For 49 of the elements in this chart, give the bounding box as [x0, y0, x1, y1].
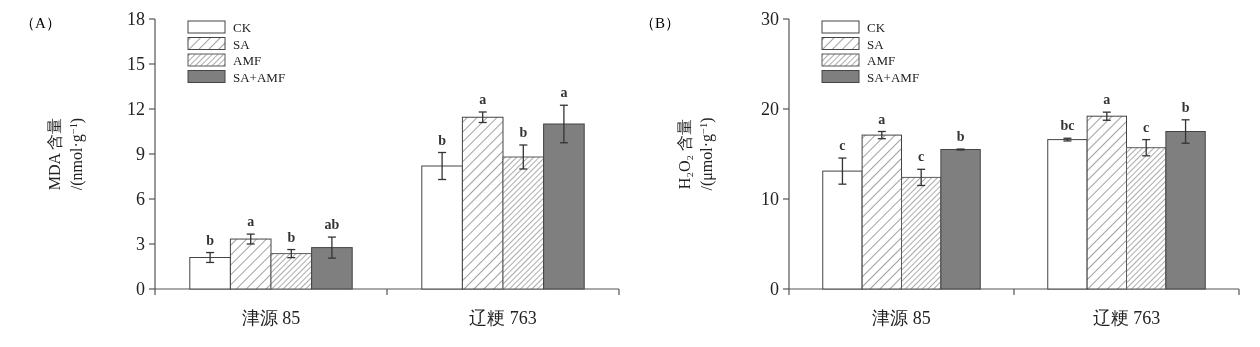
data-label: a: [247, 214, 255, 230]
legend-label: SA: [867, 36, 885, 52]
text: （B）: [640, 15, 681, 31]
data-label: b: [206, 232, 215, 248]
bar: [502, 156, 545, 290]
y-tick-label: 15: [127, 54, 145, 74]
y-tick-label: 18: [127, 9, 145, 29]
legend-label: SA+AMF: [233, 69, 286, 85]
y-tick-label: 12: [127, 99, 145, 119]
data-label: ab: [324, 217, 340, 233]
data-label: a: [479, 92, 487, 107]
bar: [270, 253, 313, 290]
bar: [311, 247, 353, 290]
data-label: b: [519, 125, 528, 140]
data-label: a: [1103, 92, 1111, 108]
data-label: b: [956, 129, 965, 145]
x-tick-label: 津源 85: [241, 308, 301, 328]
bar: [901, 176, 942, 290]
data-label: bc: [1060, 118, 1075, 134]
bar: [1126, 147, 1167, 290]
data-label: c: [839, 138, 846, 154]
bar: [543, 123, 585, 290]
x-tick-label: 辽粳 763: [1092, 308, 1161, 328]
bar: [1165, 131, 1206, 290]
legend-label: CK: [233, 20, 252, 35]
y-tick-label: 30: [761, 9, 779, 29]
y-tick-label: 0: [770, 279, 779, 299]
data-label: a: [560, 85, 568, 101]
y-tick-label: 20: [761, 99, 779, 119]
bar: [940, 149, 981, 290]
y-tick-label: 0: [136, 279, 145, 299]
data-label: b: [287, 229, 296, 245]
y-tick-label: 10: [761, 189, 779, 209]
legend-label: SA+AMF: [867, 69, 920, 85]
x-tick-label: 辽粳 763: [469, 308, 537, 328]
y-tick-label: 9: [136, 144, 145, 164]
data-label: c: [1143, 119, 1150, 135]
legend-label: AMF: [233, 53, 262, 68]
data-label: b: [438, 132, 447, 148]
data-label: b: [1181, 99, 1190, 115]
legend-label: SA: [233, 36, 251, 52]
data-label: c: [918, 149, 925, 165]
y-tick-label: 6: [136, 189, 145, 209]
y-tick-label: 3: [136, 234, 145, 254]
data-label: a: [878, 111, 886, 127]
legend-label: CK: [867, 20, 886, 35]
x-tick-label: 津源 85: [872, 308, 931, 328]
chart-title: （A）: [20, 15, 61, 31]
legend-label: AMF: [867, 53, 896, 68]
